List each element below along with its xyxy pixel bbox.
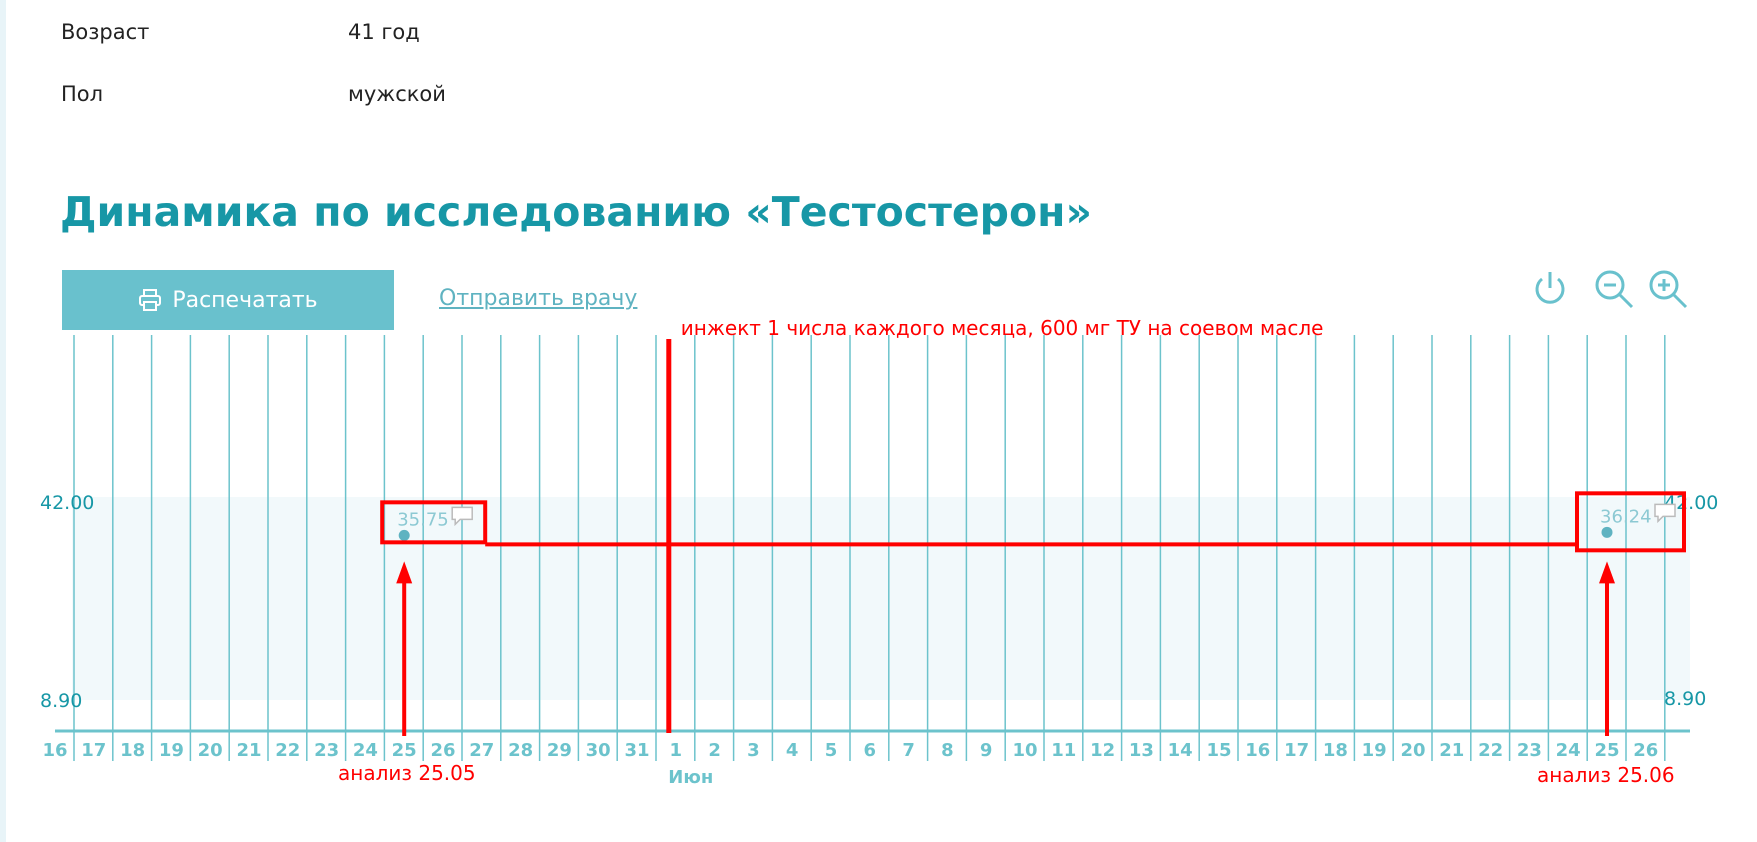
x-tick-label: 30 (586, 740, 611, 761)
x-tick-label: 20 (198, 740, 223, 761)
x-tick-label: 26 (1633, 740, 1658, 761)
x-tick-label: 22 (275, 740, 300, 761)
x-tick-label: 26 (430, 740, 455, 761)
x-tick-label: 22 (1478, 740, 1503, 761)
x-tick-label: 5 (825, 740, 838, 761)
arrow-right-head (1599, 561, 1615, 584)
x-tick-label: 18 (1323, 740, 1348, 761)
data-point-label: 35.75 (397, 509, 449, 530)
sex-label: Пол (61, 82, 104, 106)
printer-icon (139, 289, 162, 311)
x-tick-label: 7 (902, 740, 915, 761)
highlight-box-right (1575, 491, 1686, 553)
x-tick-label: 25 (1594, 740, 1619, 761)
age-label: Возраст (61, 20, 150, 44)
comment-icon[interactable] (1654, 503, 1676, 524)
x-tick-label: 27 (469, 740, 494, 761)
print-button[interactable]: Распечатать (62, 270, 394, 330)
x-tick-label: 4 (786, 740, 799, 761)
x-tick-labels: 16 17 18 19 20 21 22 23 24 25 26 27 28 29 30 31 1 2 3 4 5 6 7 8… (42, 740, 1658, 761)
x-tick-label: 23 (1517, 740, 1542, 761)
ref-low-label-left: 8.90 (40, 690, 82, 712)
x-tick-label: 12 (1090, 740, 1115, 761)
analysis-note-left: анализ 25.05 (338, 761, 476, 785)
x-tick-label: 19 (1362, 740, 1387, 761)
grid-lines (73, 335, 1666, 761)
highlight-box-left (380, 500, 488, 545)
x-tick-label: 10 (1012, 740, 1037, 761)
x-tick-label: 18 (120, 740, 145, 761)
x-tick-label: 24 (1556, 740, 1581, 761)
x-tick-label: 17 (81, 740, 106, 761)
age-value: 41 год (348, 20, 420, 44)
x-tick-label: 21 (236, 740, 261, 761)
x-tick-label: 9 (980, 740, 993, 761)
month-label: Июн (668, 767, 713, 788)
ref-low-label-right: 8.90 (1664, 688, 1706, 710)
ref-high-label-right: 42.00 (1664, 492, 1718, 514)
zoom-out-icon[interactable] (1593, 268, 1635, 310)
data-points: 35.75 36.24 (397, 503, 1676, 541)
ref-high-label-left: 42.00 (40, 492, 94, 514)
x-tick-label: 23 (314, 740, 339, 761)
page-title: Динамика по исследованию «Тестостерон» (60, 188, 1092, 236)
x-tick-label: 1 (670, 740, 683, 761)
x-tick-label: 31 (624, 740, 649, 761)
reference-range-band (72, 497, 1690, 700)
x-tick-label: 28 (508, 740, 533, 761)
comment-icon[interactable] (451, 506, 473, 527)
data-point-label: 36.24 (1600, 506, 1652, 527)
x-tick-label: 2 (708, 740, 721, 761)
red-annotations (380, 339, 1686, 736)
x-tick-label: 29 (547, 740, 572, 761)
analysis-note-right: анализ 25.06 (1537, 763, 1675, 787)
x-tick-label: 15 (1206, 740, 1231, 761)
x-tick-label: 21 (1439, 740, 1464, 761)
x-tick-label: 24 (353, 740, 378, 761)
data-point[interactable] (1601, 526, 1613, 538)
x-tick-label: 17 (1284, 740, 1309, 761)
x-tick-label: 6 (864, 740, 877, 761)
power-icon[interactable] (1530, 268, 1570, 308)
left-edge-strip (0, 0, 6, 842)
zoom-in-icon[interactable] (1647, 268, 1689, 310)
data-point[interactable] (398, 529, 410, 541)
x-tick-label: 13 (1129, 740, 1154, 761)
x-tick-label: 16 (42, 740, 67, 761)
x-tick-label: 19 (159, 740, 184, 761)
x-tick-label: 8 (941, 740, 954, 761)
x-tick-label: 16 (1245, 740, 1270, 761)
injection-note: инжект 1 числа каждого месяца, 600 мг ТУ… (681, 316, 1324, 340)
x-tick-label: 3 (747, 740, 760, 761)
x-tick-label: 25 (392, 740, 417, 761)
print-button-label: Распечатать (172, 287, 318, 313)
arrow-left-head (396, 561, 413, 584)
x-tick-label: 11 (1051, 740, 1076, 761)
send-to-doctor-link[interactable]: Отправить врачу (439, 286, 638, 311)
x-tick-label: 14 (1168, 740, 1193, 761)
x-tick-label: 20 (1400, 740, 1425, 761)
sex-value: мужской (348, 82, 446, 106)
